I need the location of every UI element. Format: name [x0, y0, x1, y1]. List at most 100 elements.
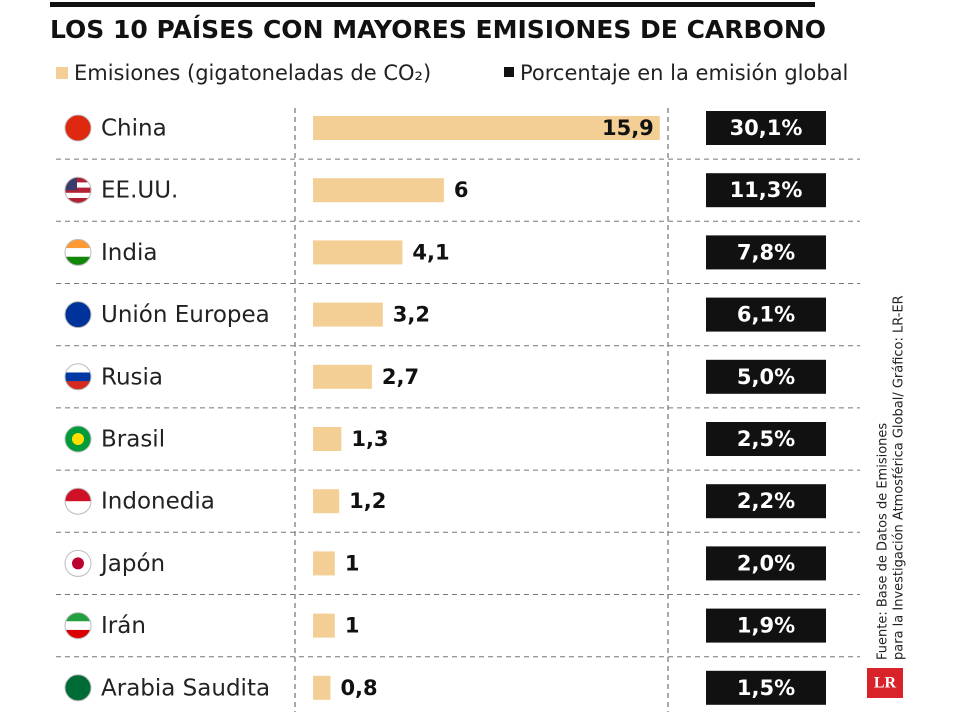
flag-stripe — [65, 488, 91, 502]
source-line: Fuente: Base de Datos de Emisiones — [876, 423, 891, 660]
flag-stripe — [65, 192, 91, 199]
percent-label: 7,8% — [737, 240, 795, 264]
bar — [313, 613, 335, 638]
flag — [65, 426, 91, 452]
value-label: 3,2 — [393, 303, 430, 327]
bar — [313, 427, 342, 451]
percent-label: 2,2% — [737, 489, 795, 513]
flag-ring — [64, 549, 92, 577]
flag-stripe — [65, 629, 91, 639]
flag-stripe — [65, 177, 91, 183]
percent-box — [706, 297, 826, 332]
source-line: para la Investigación Atmosférica Global… — [892, 295, 907, 660]
value-label: 1,2 — [349, 489, 386, 513]
flag-ring — [64, 425, 92, 453]
bar — [313, 364, 372, 389]
legend-label: Emisiones (gigatoneladas de CO₂) — [74, 61, 431, 85]
flag-stripe — [65, 198, 91, 204]
percent-box — [706, 359, 826, 394]
flag — [65, 674, 91, 701]
percent-box — [706, 111, 826, 145]
flag-ring — [64, 176, 92, 204]
percent-box — [706, 546, 826, 581]
logo: LR — [874, 675, 897, 692]
percent-box — [706, 173, 826, 208]
legend-label: Porcentaje en la emisión global — [520, 61, 848, 85]
flag-ring — [64, 612, 92, 640]
value-label: 15,9 — [602, 116, 654, 140]
percent-label: 5,0% — [737, 365, 795, 389]
value-label: 0,8 — [340, 676, 377, 700]
flag-stripe — [65, 115, 91, 141]
logo-box — [867, 668, 903, 698]
category-label: Japón — [99, 551, 165, 577]
flag-ring — [64, 674, 92, 702]
flag-stripe — [65, 674, 91, 701]
flag-ring — [64, 114, 92, 142]
flag-stripe — [65, 248, 91, 258]
percent-box — [706, 608, 826, 643]
flag-ring — [64, 301, 92, 329]
flag-ring — [64, 363, 92, 391]
percent-label: 30,1% — [730, 116, 803, 140]
flag-stripe — [65, 301, 91, 328]
flag — [65, 115, 91, 141]
source: Fuente: Base de Datos de Emisiones para … — [876, 295, 907, 660]
bar — [313, 240, 403, 265]
flag-stripe — [65, 187, 91, 194]
category-label: Unión Europea — [101, 302, 270, 328]
flag-stripe — [65, 612, 91, 622]
bar — [313, 489, 340, 514]
value-label: 2,7 — [382, 365, 419, 389]
category-label: Brasil — [101, 427, 165, 453]
percent-box — [706, 235, 826, 270]
category-label: Rusia — [101, 364, 163, 390]
flag-emblem — [72, 557, 84, 570]
flag-stripe — [65, 372, 91, 382]
legend-swatch — [56, 67, 68, 79]
legend-swatch — [504, 67, 514, 77]
flag — [65, 301, 91, 328]
category-label: EE.UU. — [101, 178, 178, 204]
value-label: 1,3 — [351, 427, 388, 451]
category-label: Arabia Saudita — [101, 675, 270, 701]
bar — [313, 551, 335, 576]
percent-label: 2,0% — [737, 551, 795, 575]
category-label: India — [101, 240, 157, 266]
percent-label: 6,1% — [737, 303, 795, 327]
value-label: 4,1 — [412, 240, 449, 264]
flag-stripe — [65, 363, 91, 373]
flag — [65, 612, 91, 639]
flag-stripe — [65, 501, 91, 515]
flag-stripe — [65, 256, 91, 266]
percent-box — [706, 484, 826, 519]
flag — [65, 488, 91, 515]
percent-label: 11,3% — [730, 178, 803, 202]
chart-title: LOS 10 PAÍSES CON MAYORES EMISIONES DE C… — [50, 15, 826, 44]
value-label: 1 — [345, 614, 360, 638]
top-rule — [50, 2, 815, 7]
category-label: China — [101, 116, 167, 142]
percent-box — [706, 670, 826, 705]
flag-ring — [64, 487, 92, 515]
category-label: Irán — [101, 613, 146, 639]
bar — [313, 302, 383, 327]
flag-emblem — [72, 433, 84, 445]
value-label: 1 — [345, 551, 360, 575]
bar — [313, 178, 444, 203]
percent-label: 1,5% — [737, 676, 795, 700]
flag — [65, 550, 91, 577]
flag — [65, 363, 91, 390]
flag-ring — [64, 238, 92, 266]
flag-stripe — [65, 621, 91, 631]
bar — [313, 675, 331, 700]
flag — [65, 239, 91, 266]
flag-stripe — [65, 381, 91, 390]
flag-stripe — [65, 182, 91, 189]
bar — [313, 116, 660, 140]
category-label: Indonedia — [101, 489, 215, 515]
value-label: 6 — [454, 178, 469, 202]
percent-box — [706, 422, 826, 456]
percent-label: 2,5% — [737, 427, 795, 451]
